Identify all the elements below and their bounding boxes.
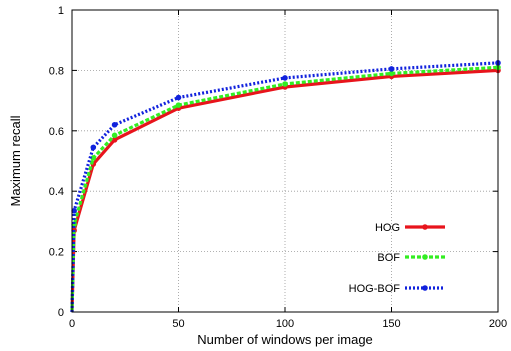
series-line-hog-bof <box>70 61 499 313</box>
data-point-hog-bof <box>175 94 182 101</box>
data-point-hog-bof <box>71 208 77 214</box>
data-point-bof <box>388 70 395 77</box>
data-point-hog <box>111 137 118 143</box>
data-point-hog-bof <box>111 121 118 128</box>
y-tick-label: 1 <box>58 5 64 17</box>
legend-label-hog-bof: HOG-BOF <box>349 283 401 295</box>
y-axis-label: Maximum recall <box>8 115 23 206</box>
series-line-bof <box>70 65 499 313</box>
y-tick-label: 0.4 <box>49 186 64 198</box>
x-axis-label: Number of windows per image <box>197 332 373 347</box>
series-lines <box>70 60 501 313</box>
x-tick-label: 150 <box>382 318 400 330</box>
y-tick-label: 0.8 <box>49 65 64 77</box>
legend-marker-hog <box>422 224 428 230</box>
axis-ticks: 0 50 100 150 200 0 0.2 0.4 0.6 0.8 1 <box>49 5 507 330</box>
data-point-bof <box>90 155 97 161</box>
data-point-hog-bof <box>388 66 395 72</box>
legend-label-bof: BOF <box>377 252 400 264</box>
legend-marker-hog-bof <box>422 285 428 291</box>
y-tick-label: 0.6 <box>49 126 64 138</box>
x-tick-label: 200 <box>489 318 507 330</box>
legend-label-hog: HOG <box>375 222 400 234</box>
data-point-bof <box>282 81 288 87</box>
data-point-bof <box>175 102 182 108</box>
y-tick-label: 0.2 <box>49 247 64 259</box>
legend: HOG BOF HOG-BOF <box>349 222 445 295</box>
data-point-hog-bof <box>282 75 288 81</box>
data-point-hog-bof <box>90 144 97 151</box>
x-tick-label: 100 <box>276 318 294 330</box>
series-line-hog <box>70 68 499 313</box>
legend-marker-bof <box>422 254 428 260</box>
grid <box>72 10 498 312</box>
x-tick-label: 50 <box>172 318 184 330</box>
data-point-bof <box>111 132 118 139</box>
plot-frame <box>71 9 499 313</box>
x-tick-label: 0 <box>69 318 75 330</box>
y-tick-label: 0 <box>58 307 64 319</box>
